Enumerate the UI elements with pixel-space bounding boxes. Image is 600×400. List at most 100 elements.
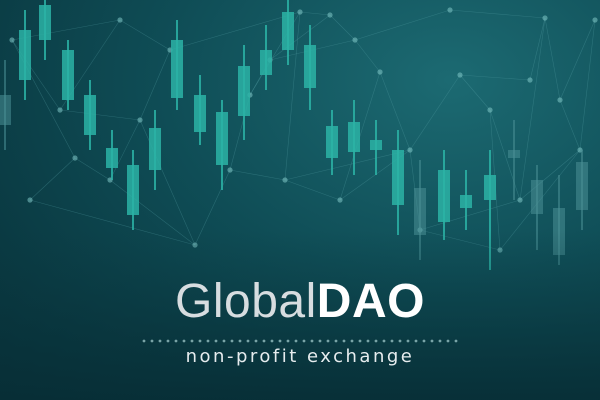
network-line bbox=[139, 49, 171, 121]
bottom-fade bbox=[0, 230, 600, 400]
divider-dot bbox=[302, 339, 306, 343]
candle-body bbox=[238, 66, 250, 116]
network-line bbox=[559, 99, 581, 151]
network-line bbox=[269, 14, 331, 61]
network-node bbox=[527, 77, 533, 83]
network-node bbox=[377, 69, 383, 75]
candle-body bbox=[171, 40, 183, 98]
network-node bbox=[517, 197, 523, 203]
candle-body bbox=[149, 128, 161, 170]
network-line bbox=[459, 74, 531, 81]
globaldao-logo: GlobalDAO bbox=[0, 278, 600, 326]
network-line bbox=[379, 71, 411, 151]
divider-dot bbox=[174, 339, 178, 343]
network-node bbox=[542, 15, 548, 21]
candle-body bbox=[106, 148, 118, 168]
network-line bbox=[229, 169, 286, 181]
network-line bbox=[354, 9, 451, 41]
divider-dot bbox=[374, 339, 378, 343]
network-line bbox=[284, 149, 411, 181]
candle-body bbox=[392, 150, 404, 205]
network-line bbox=[559, 19, 596, 101]
divider-dot bbox=[414, 339, 418, 343]
candle-body bbox=[326, 126, 338, 158]
divider-dot bbox=[286, 339, 290, 343]
candle-body bbox=[19, 30, 31, 80]
divider-dot bbox=[206, 339, 210, 343]
network-node bbox=[227, 167, 233, 173]
divider-dot bbox=[422, 339, 426, 343]
logo-word-dao: DAO bbox=[316, 275, 425, 328]
candle-body bbox=[370, 140, 382, 150]
network-line bbox=[169, 11, 301, 51]
divider-dot bbox=[382, 339, 386, 343]
divider-dot bbox=[358, 339, 362, 343]
network-line bbox=[579, 19, 596, 151]
divider-dot bbox=[406, 339, 410, 343]
network-line bbox=[284, 11, 301, 181]
candle-body bbox=[260, 50, 272, 75]
network-line bbox=[284, 179, 341, 201]
network-line bbox=[74, 157, 111, 181]
divider-dot bbox=[238, 339, 242, 343]
divider-dot bbox=[430, 339, 434, 343]
network-node bbox=[137, 117, 143, 123]
network-node bbox=[297, 9, 303, 15]
network-line bbox=[299, 11, 331, 16]
network-node bbox=[57, 107, 63, 113]
logo-tagline: non-profit exchange bbox=[185, 346, 415, 367]
divider-dot bbox=[166, 339, 170, 343]
candle-body bbox=[414, 188, 426, 235]
network-node bbox=[72, 155, 78, 161]
candle-body bbox=[304, 45, 316, 88]
divider-dot bbox=[294, 339, 298, 343]
network-line bbox=[119, 19, 171, 51]
network-node bbox=[117, 17, 123, 23]
dotted-divider bbox=[142, 339, 458, 343]
network-line bbox=[409, 74, 461, 151]
network-node bbox=[327, 12, 333, 18]
candle-body bbox=[438, 170, 450, 222]
candle-body bbox=[216, 112, 228, 165]
network-line bbox=[109, 119, 141, 181]
candle-body bbox=[62, 50, 74, 100]
network-node bbox=[407, 147, 413, 153]
divider-dot bbox=[350, 339, 354, 343]
candle-body bbox=[460, 195, 472, 208]
network-line bbox=[354, 39, 381, 73]
network-line bbox=[544, 17, 561, 101]
candle-body bbox=[282, 12, 294, 50]
candle-body bbox=[508, 150, 520, 158]
divider-dot bbox=[254, 339, 258, 343]
network-line bbox=[59, 109, 141, 121]
logo-word-global: Global bbox=[175, 275, 317, 328]
divider-dot bbox=[326, 339, 330, 343]
network-node bbox=[282, 177, 288, 183]
candle-body bbox=[127, 165, 139, 215]
divider-dot bbox=[454, 339, 458, 343]
network-line bbox=[449, 9, 546, 19]
network-node bbox=[447, 7, 453, 13]
network-node bbox=[487, 107, 493, 113]
network-line bbox=[459, 74, 491, 111]
network-node bbox=[337, 197, 343, 203]
divider-dot bbox=[246, 339, 250, 343]
network-node bbox=[27, 197, 33, 203]
candle-body bbox=[348, 122, 360, 152]
network-line bbox=[329, 14, 356, 41]
network-node bbox=[352, 37, 358, 43]
candle-body bbox=[84, 95, 96, 135]
divider-dot bbox=[158, 339, 162, 343]
network-line bbox=[139, 119, 196, 246]
candle-body bbox=[39, 5, 51, 40]
candle-body bbox=[194, 95, 206, 132]
divider-dot bbox=[366, 339, 370, 343]
network-node bbox=[592, 17, 598, 23]
candle-body bbox=[576, 162, 588, 210]
candle-body bbox=[531, 180, 543, 214]
network-line bbox=[519, 149, 581, 201]
network-line bbox=[419, 199, 521, 231]
network-line bbox=[529, 17, 546, 81]
divider-dot bbox=[262, 339, 266, 343]
